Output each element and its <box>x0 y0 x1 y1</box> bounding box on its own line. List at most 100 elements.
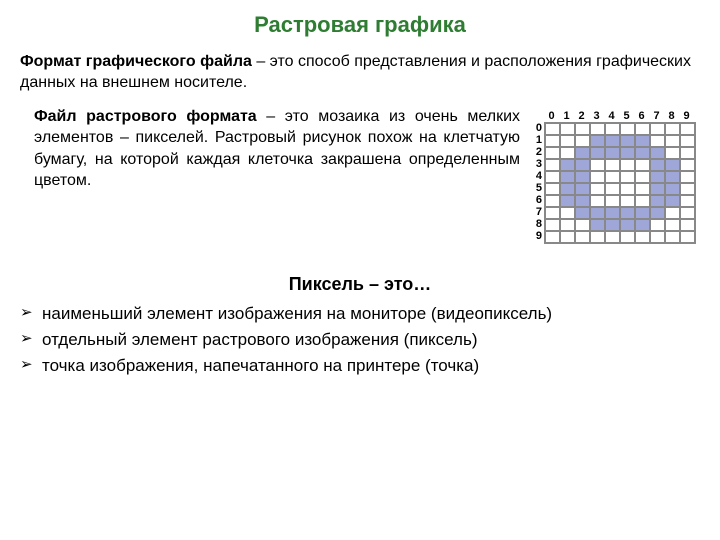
grid-col-label: 4 <box>604 110 619 122</box>
pixel-grid-wrap: 0123456789 0123456789 <box>530 106 700 244</box>
bullet-item: ➢точка изображения, напечатанного на при… <box>20 353 700 379</box>
grid-row-label: 0 <box>530 122 542 134</box>
grid-cell <box>590 231 605 243</box>
bullet-item: ➢наименьший элемент изображения на монит… <box>20 301 700 327</box>
grid-row-label: 9 <box>530 230 542 242</box>
grid-cell <box>590 171 605 183</box>
grid-row-label: 4 <box>530 170 542 182</box>
grid-cell <box>575 207 590 219</box>
paragraph-raster: Файл растрового формата – это мозаика из… <box>20 106 520 244</box>
grid-cell <box>665 147 680 159</box>
grid-cell <box>605 123 620 135</box>
grid-cell <box>560 219 575 231</box>
grid-row-label: 8 <box>530 218 542 230</box>
grid-row-label: 3 <box>530 158 542 170</box>
grid-cell <box>665 219 680 231</box>
pixel-heading: Пиксель – это… <box>20 274 700 295</box>
grid-cell <box>680 231 695 243</box>
grid-cell <box>620 219 635 231</box>
bullet-text: наименьший элемент изображения на монито… <box>42 301 552 327</box>
grid-row-label: 2 <box>530 146 542 158</box>
grid-cell <box>560 135 575 147</box>
page-title: Растровая графика <box>20 12 700 38</box>
grid-cell <box>545 147 560 159</box>
grid-col-label: 0 <box>544 110 559 122</box>
grid-cell <box>545 123 560 135</box>
bullet-marker: ➢ <box>20 353 42 376</box>
grid-row-label: 5 <box>530 182 542 194</box>
para2-bold: Файл растрового формата <box>34 108 257 125</box>
grid-cell <box>665 159 680 171</box>
grid-cell <box>665 135 680 147</box>
grid-cell <box>680 195 695 207</box>
grid-cell <box>680 183 695 195</box>
grid-cell <box>635 207 650 219</box>
grid-cell <box>605 171 620 183</box>
grid-cell <box>635 183 650 195</box>
grid-col-label: 7 <box>649 110 664 122</box>
grid-cell <box>620 195 635 207</box>
grid-cell <box>575 219 590 231</box>
grid-cell <box>635 195 650 207</box>
grid-cell <box>650 159 665 171</box>
grid-col-label: 2 <box>574 110 589 122</box>
grid-cell <box>650 135 665 147</box>
grid-cell <box>575 183 590 195</box>
grid-cell <box>560 123 575 135</box>
grid-cell <box>680 147 695 159</box>
grid-cell <box>620 147 635 159</box>
bullet-list: ➢наименьший элемент изображения на монит… <box>20 301 700 380</box>
grid-cell <box>605 231 620 243</box>
grid-cell <box>665 123 680 135</box>
bullet-text: отдельный элемент растрового изображения… <box>42 327 478 353</box>
grid-cell <box>665 207 680 219</box>
grid-cell <box>680 159 695 171</box>
grid-row-label: 6 <box>530 194 542 206</box>
grid-cell <box>560 195 575 207</box>
grid-cell <box>590 183 605 195</box>
grid-cell <box>620 183 635 195</box>
grid-cell <box>650 195 665 207</box>
grid-cell <box>560 147 575 159</box>
grid-cell <box>545 195 560 207</box>
grid-cell <box>620 207 635 219</box>
grid-cell <box>590 123 605 135</box>
grid-cell <box>560 159 575 171</box>
grid-cell <box>575 123 590 135</box>
pixel-grid <box>544 122 696 244</box>
grid-cell <box>620 231 635 243</box>
grid-cell <box>575 171 590 183</box>
para1-bold: Формат графического файла <box>20 53 252 70</box>
grid-cell <box>545 135 560 147</box>
grid-cell <box>680 207 695 219</box>
grid-cell <box>635 147 650 159</box>
row-raster: Файл растрового формата – это мозаика из… <box>20 106 700 244</box>
bullet-marker: ➢ <box>20 327 42 350</box>
grid-cell <box>590 159 605 171</box>
grid-row-labels: 0123456789 <box>530 122 544 244</box>
grid-cell <box>650 123 665 135</box>
bullet-marker: ➢ <box>20 301 42 324</box>
grid-cell <box>545 219 560 231</box>
grid-cell <box>605 147 620 159</box>
grid-cell <box>635 171 650 183</box>
grid-col-label: 1 <box>559 110 574 122</box>
grid-cell <box>590 135 605 147</box>
grid-cell <box>665 171 680 183</box>
grid-cell <box>665 183 680 195</box>
grid-cell <box>680 219 695 231</box>
grid-cell <box>545 159 560 171</box>
grid-cell <box>575 147 590 159</box>
grid-cell <box>605 159 620 171</box>
grid-cell <box>545 231 560 243</box>
grid-cell <box>605 195 620 207</box>
grid-cell <box>635 219 650 231</box>
bullet-item: ➢отдельный элемент растрового изображени… <box>20 327 700 353</box>
grid-cell <box>620 159 635 171</box>
grid-cell <box>575 195 590 207</box>
grid-cell <box>545 207 560 219</box>
grid-cell <box>650 183 665 195</box>
grid-cell <box>560 183 575 195</box>
grid-cell <box>590 207 605 219</box>
grid-cell <box>575 159 590 171</box>
